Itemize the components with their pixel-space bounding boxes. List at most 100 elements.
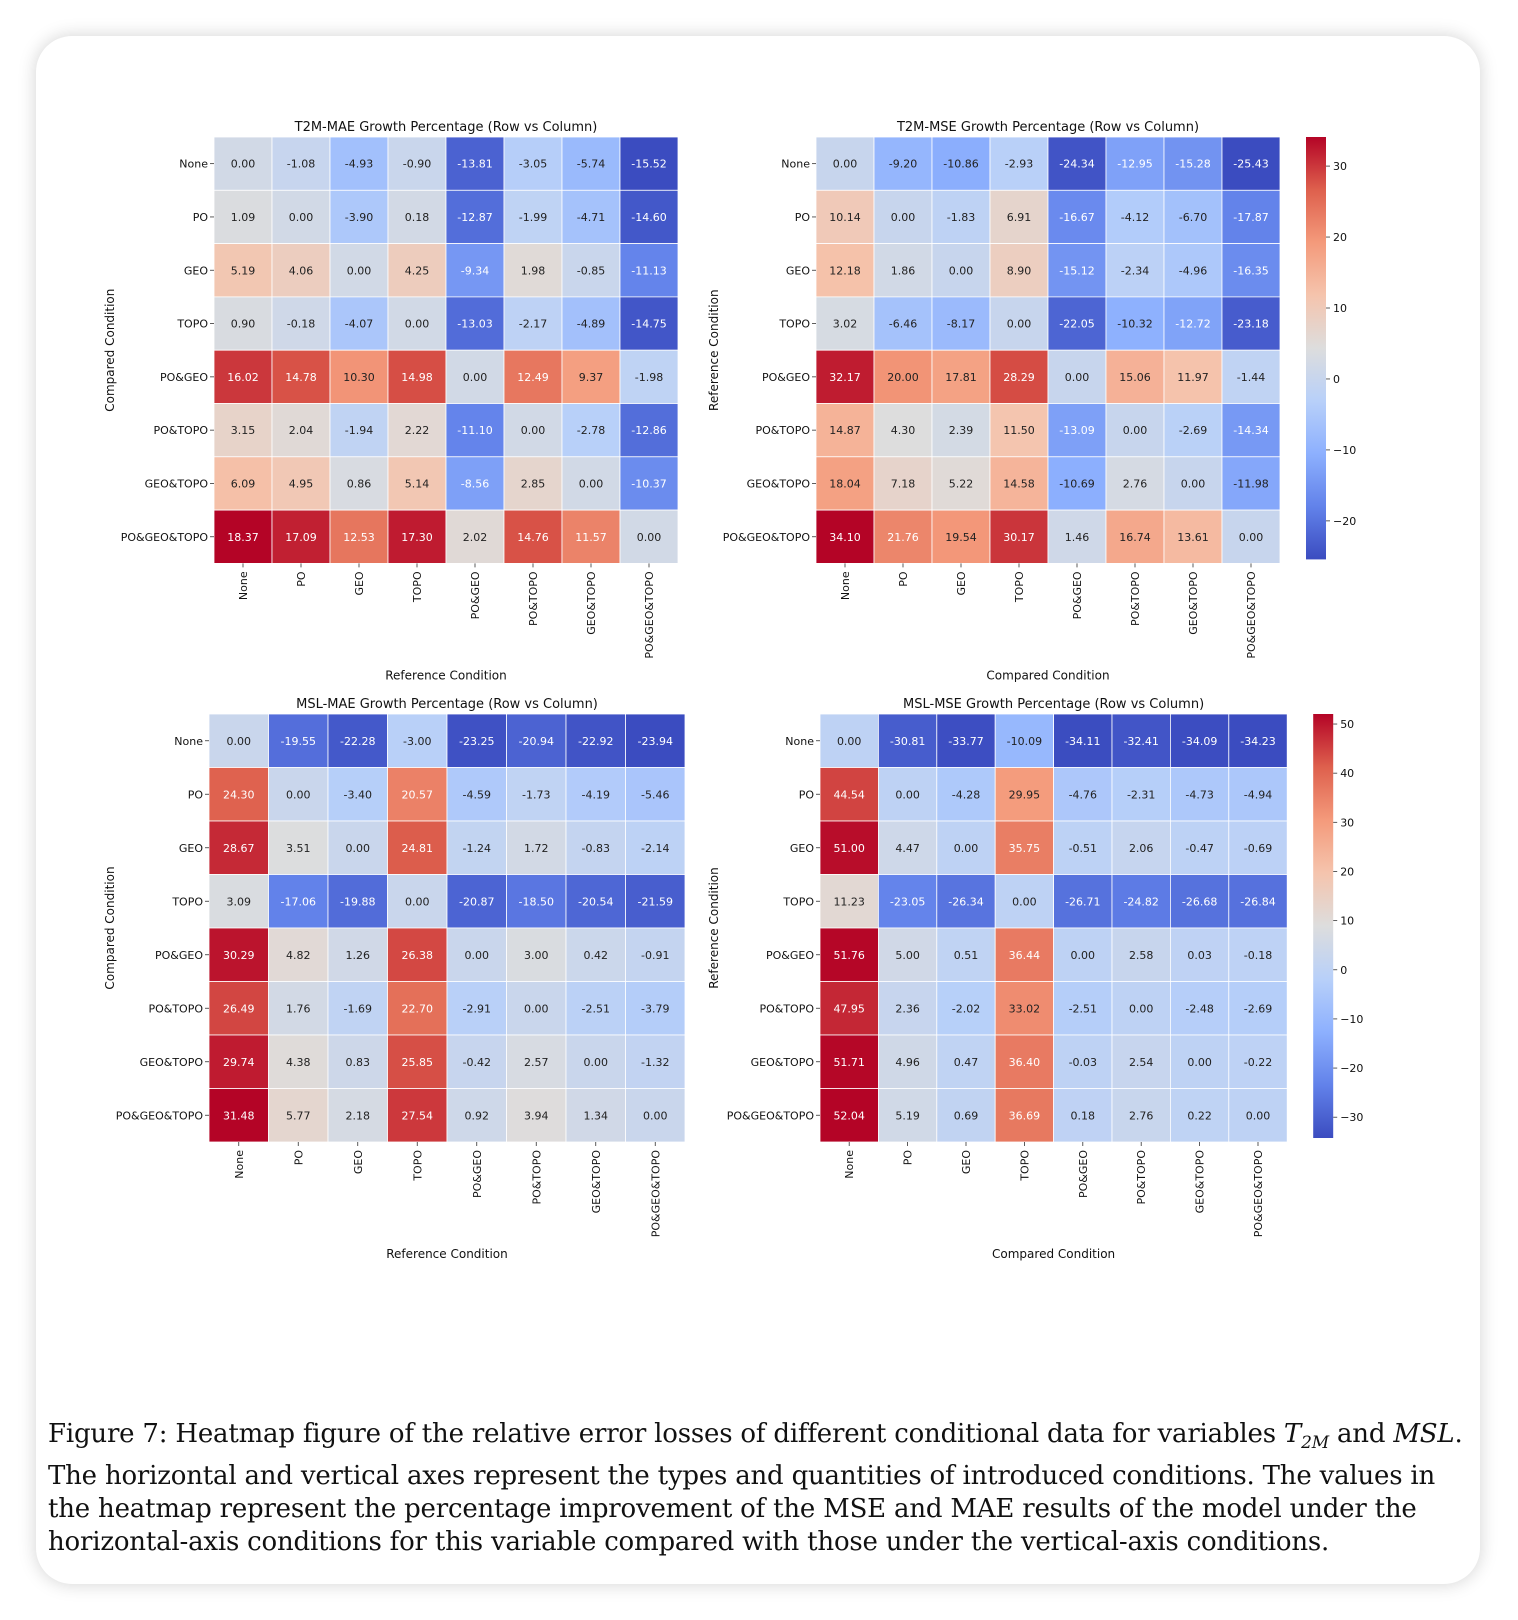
cell-value-label: -10.09 [1007, 735, 1042, 748]
heatmap-cell [1111, 1034, 1171, 1089]
x-tick-label: GEO&TOPO [585, 571, 598, 635]
heatmap-cell [208, 820, 269, 875]
cell-value-label: 17.81 [945, 371, 977, 384]
cell-value-label: 31.48 [223, 1109, 255, 1122]
x-tick-label: PO&TOPO [527, 571, 540, 626]
cell-value-label: 52.04 [833, 1109, 865, 1122]
x-tick-label: TOPO [411, 1150, 424, 1182]
cell-value-label: 36.44 [1009, 949, 1041, 962]
heatmap-cell [873, 456, 933, 511]
colorbar-tick-label: 50 [1340, 718, 1354, 731]
heatmap-cell [1221, 403, 1281, 458]
x-axis-label: Compared Condition [992, 1247, 1115, 1261]
cell-value-label: 26.38 [402, 949, 434, 962]
y-tick-label: None [174, 735, 203, 748]
cell-value-label: 3.00 [524, 949, 549, 962]
cell-value-label: 3.09 [227, 895, 252, 908]
heatmap-cell [271, 243, 331, 298]
cell-value-label: -8.56 [461, 477, 489, 490]
heatmap-t2m-mse-svg: T2M-MSE Growth Percentage (Row vs Column… [707, 120, 1356, 682]
cell-value-label: -10.37 [631, 477, 666, 490]
heatmap-cell [1047, 243, 1107, 298]
cell-value-label: 0.00 [463, 371, 488, 384]
heatmap-cell [506, 767, 567, 822]
colorbar-tick-label: 0 [1333, 373, 1340, 386]
cell-value-label: 2.58 [1129, 949, 1154, 962]
heatmap-cell [208, 1034, 269, 1089]
cell-value-label: 0.00 [833, 158, 858, 171]
heatmap-cell [936, 713, 996, 768]
cell-value-label: -32.41 [1123, 735, 1158, 748]
cell-value-label: -0.83 [582, 842, 610, 855]
heatmap-cell [329, 403, 389, 458]
heatmap-cell [1169, 927, 1230, 982]
colorbar-tick-label: −30 [1340, 1111, 1363, 1124]
heatmap-cell [619, 243, 679, 298]
heatmap-cell [445, 403, 505, 458]
cell-value-label: 6.91 [1007, 211, 1032, 224]
cell-value-label: 3.02 [833, 318, 858, 331]
cell-value-label: 36.69 [1009, 1109, 1041, 1122]
cell-value-label: 0.83 [346, 1056, 371, 1069]
cell-value-label: -2.51 [1069, 1002, 1097, 1015]
cell-value-label: 13.61 [1177, 531, 1209, 544]
y-tick-label: None [179, 158, 208, 171]
cell-value-label: -0.51 [1069, 842, 1097, 855]
cell-value-label: 20.57 [402, 788, 434, 801]
heatmap-cell [819, 713, 879, 768]
cell-value-label: 2.04 [289, 424, 314, 437]
heatmap-cell [329, 349, 389, 404]
cell-value-label: 0.00 [949, 264, 974, 277]
x-tick-label: GEO [955, 571, 968, 595]
heatmap-cell [619, 296, 679, 351]
colorbar-tick-label: 30 [1340, 816, 1354, 829]
y-tick-label: GEO&TOPO [751, 1056, 815, 1069]
cell-value-label: 0.00 [347, 264, 372, 277]
heatmap-cell [936, 820, 996, 875]
cell-value-label: -4.96 [1179, 264, 1207, 277]
cell-value-label: -0.91 [641, 949, 669, 962]
heatmap-cell [1111, 820, 1171, 875]
heatmap-cell [989, 136, 1049, 191]
cell-value-label: -0.47 [1185, 842, 1213, 855]
cell-value-label: 3.94 [524, 1109, 549, 1122]
cell-value-label: 0.00 [837, 735, 862, 748]
cell-value-label: 1.34 [584, 1109, 609, 1122]
y-tick-label: PO&GEO [160, 371, 208, 384]
heatmap-cell [506, 713, 567, 768]
heatmap-cell [271, 403, 331, 458]
x-axis-label: Compared Condition [986, 668, 1109, 682]
heatmap-cell [1169, 767, 1230, 822]
cell-value-label: 26.49 [223, 1002, 255, 1015]
colorbar-tick-label: 40 [1340, 767, 1354, 780]
cell-value-label: 3.15 [231, 424, 256, 437]
heatmap-cell [931, 136, 991, 191]
cell-value-label: 2.22 [405, 424, 430, 437]
heatmap-cell [1105, 456, 1165, 511]
heatmap-cell [994, 713, 1055, 768]
heatmap-cell [1221, 296, 1281, 351]
heatmap-cell [565, 981, 626, 1036]
heatmap-cell [619, 403, 679, 458]
cell-value-label: 5.77 [286, 1109, 311, 1122]
heatmap-cell [387, 189, 447, 245]
heatmap-cell [877, 1088, 938, 1143]
heatmap-cell [561, 456, 621, 511]
cell-value-label: 0.00 [637, 531, 662, 544]
heatmap-cell [329, 243, 389, 298]
cell-value-label: 0.92 [465, 1109, 490, 1122]
cell-value-label: 0.00 [1181, 477, 1206, 490]
cell-value-label: -20.94 [519, 735, 554, 748]
y-tick-label: PO&GEO&TOPO [727, 1109, 815, 1122]
cell-value-label: -15.12 [1059, 264, 1094, 277]
y-tick-label: PO [193, 211, 209, 224]
cell-value-label: 12.49 [517, 371, 549, 384]
heatmap-cell [327, 1034, 388, 1089]
heatmap-cell [1228, 1034, 1288, 1089]
x-tick-label: PO&GEO&TOPO [1252, 1150, 1265, 1238]
cell-value-label: 0.00 [524, 1002, 549, 1015]
cell-value-label: -4.93 [345, 158, 373, 171]
cell-value-label: -9.34 [461, 264, 489, 277]
cell-value-label: -4.76 [1069, 788, 1097, 801]
x-tick-label: PO&GEO&TOPO [1245, 571, 1258, 659]
